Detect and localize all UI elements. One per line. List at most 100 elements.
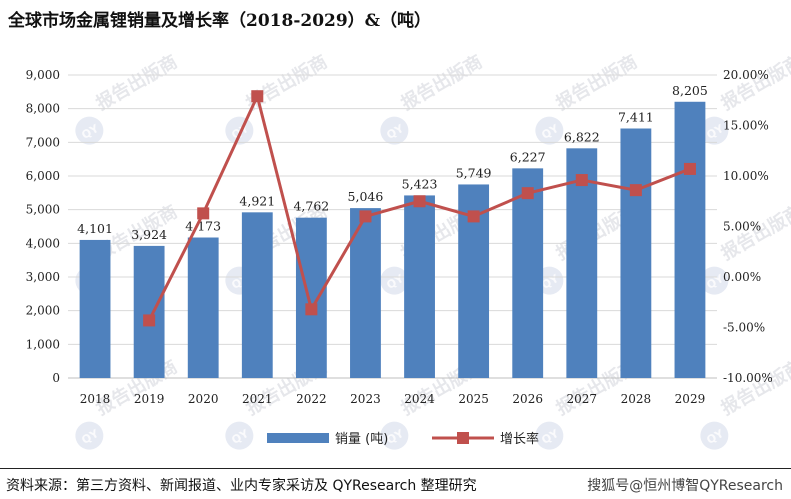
x-tick-label: 2029 [675,392,706,406]
bar [295,217,327,378]
watermark-logo-icon [535,421,564,450]
watermark-logo-icon [75,421,104,450]
bar [674,101,706,378]
x-tick-label: 2027 [567,392,598,406]
line-point [683,162,696,175]
bar-data-label: 6,822 [564,129,600,144]
bar-data-label: 5,423 [402,176,438,191]
right-axis-ticks: -10.00% -5.00% 0.00% 5.00% 10.00% 15.00% 20.00… [723,68,773,385]
bar [187,237,219,378]
bar-data-label: 5,749 [456,165,492,180]
line-point [467,210,480,223]
line-point [305,303,318,316]
y-right-tick-label: -5.00% [723,321,765,335]
bar-data-label: 6,227 [510,149,546,164]
x-tick-label: 2025 [458,392,489,406]
y-left-tick-label: 6,000 [26,169,60,183]
x-tick-label: 2020 [188,392,219,406]
legend: 销量 (吨) 增长率 [267,431,539,447]
bar-data-label: 4,762 [293,199,329,214]
y-right-tick-label: 20.00% [723,68,769,82]
bar [79,239,111,378]
legend-line-marker [457,432,469,444]
y-left-tick-label: 9,000 [26,68,60,82]
y-left-tick-label: 0 [52,371,60,385]
bar [133,245,165,378]
bar-data-label: 4,173 [185,219,221,234]
watermark-logo-icon [380,116,409,145]
watermark-logo-icon [700,116,729,145]
bar [566,148,598,378]
watermark-text: 报告出版商 [717,355,791,419]
y-right-tick-label: 10.00% [723,169,769,183]
watermark-text: 报告出版商 [717,50,791,114]
y-left-tick-label: 8,000 [26,102,60,116]
bar-data-label: 4,921 [239,193,275,208]
line-series [143,90,696,327]
x-tick-label: 2022 [296,392,327,406]
y-left-tick-label: 1,000 [26,337,60,351]
bar-data-label: 3,924 [131,227,167,242]
x-tick-label: 2023 [350,392,381,406]
legend-line-label: 增长率 [500,431,539,447]
y-right-tick-label: 5.00% [723,220,761,234]
y-left-tick-label: 3,000 [26,270,60,284]
line-point [413,195,426,208]
footer-credit: 搜狐号@恒州博智QYResearch [587,478,783,494]
watermark-logo-icon [75,116,104,145]
watermark-logo-icon [380,266,409,295]
bar [241,212,273,378]
watermark-logo-icon [700,421,729,450]
watermark-logo-icon [225,116,254,145]
footer: 资料来源：第三方资料、新闻报道、业内专家采访及 QYResearch 整理研究 … [0,468,791,499]
bar [404,195,435,378]
line-point [143,314,156,327]
bar [620,128,652,378]
x-axis-ticks: 2018 2019 2020 2021 2022 2023 2024 2025 2026 2027… [80,392,705,406]
line-point [629,184,642,197]
y-right-tick-label: 0.00% [723,270,761,284]
bar-data-label: 7,411 [618,109,654,124]
watermark-logo-icon [380,421,409,450]
y-left-tick-label: 7,000 [26,135,60,149]
x-tick-label: 2019 [134,392,165,406]
x-tick-label: 2024 [404,392,435,406]
bar-data-label: 4,101 [77,221,113,236]
footer-source: 资料来源：第三方资料、新闻报道、业内专家采访及 QYResearch 整理研究 [6,478,477,494]
line-point [197,207,210,220]
bar-data-label: 8,205 [672,83,708,98]
chart-title: 全球市场金属锂销量及增长率（2018-2029）&（吨） [8,11,432,31]
y-right-tick-label: 15.00% [723,119,769,133]
y-right-tick-label: -10.00% [723,371,773,385]
bar-data-labels: 4,101 3,924 4,173 4,921 4,762 5,046 5,423 5,749… [77,83,708,242]
line-point [575,174,588,187]
gridlines [68,74,717,379]
watermark-text: 报告出版商 [92,50,181,114]
watermark-text: 报告出版商 [397,50,486,114]
y-left-tick-label: 5,000 [26,203,60,217]
bar-data-label: 5,046 [348,189,384,204]
line-point [521,187,534,200]
watermark-logo-icon [535,116,564,145]
line-point [251,90,264,103]
left-axis-ticks: 0 1,000 2,000 3,000 4,000 5,000 6,000 7,000 8,00… [26,68,60,385]
legend-bar-label: 销量 (吨) [335,432,388,447]
x-tick-label: 2028 [621,392,652,406]
x-tick-label: 2021 [242,392,273,406]
watermark-logo-icon [700,266,729,295]
watermark-logo-icon [225,421,254,450]
bar [512,168,544,378]
x-tick-label: 2026 [512,392,543,406]
bar-series [79,101,706,378]
watermark-text: 报告出版商 [552,50,641,114]
legend-bar-swatch [267,433,329,443]
line-point [359,210,372,223]
watermark-text: 报告出版商 [242,50,331,114]
y-left-tick-label: 2,000 [26,304,60,318]
x-tick-label: 2018 [80,392,111,406]
y-left-tick-label: 4,000 [26,236,60,250]
combo-chart: QY报告出版商QY报告出版商QY报告出版商QY报告出版商QY报告出版商QY报告出… [26,50,791,450]
